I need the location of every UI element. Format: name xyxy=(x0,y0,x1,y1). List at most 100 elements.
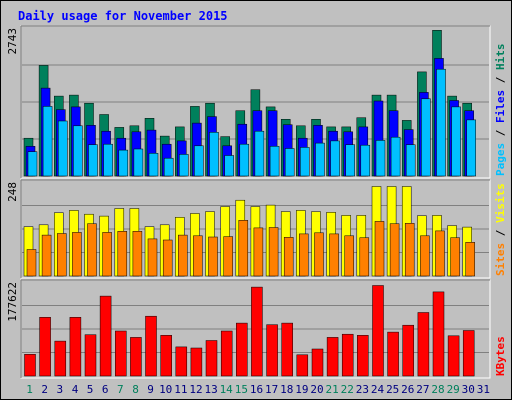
bar-kbytes-day-13 xyxy=(205,340,218,377)
bar-pages-day-24 xyxy=(375,140,386,177)
legend-hits: Hits xyxy=(494,44,507,71)
bar-pages-day-4 xyxy=(73,125,83,177)
day-label-23: 23 xyxy=(356,383,369,396)
bar-pages-day-14 xyxy=(224,155,234,177)
bar-kbytes-day-3 xyxy=(54,340,67,377)
bar-pages-day-26 xyxy=(405,144,416,177)
day-label-14: 14 xyxy=(220,383,234,396)
bar-kbytes-day-24 xyxy=(372,285,384,377)
day-label-28: 28 xyxy=(431,383,444,396)
bar-kbytes-day-10 xyxy=(160,335,172,377)
series-pages xyxy=(27,68,476,177)
bar-sites-day-19 xyxy=(299,233,309,277)
day-axis: 1 2 3 4 5 6 7 8 9 10 11 12 13 14 15 16 17 18 19 20 21 22 23 24 2… xyxy=(26,383,490,396)
bar-pages-day-2 xyxy=(42,106,53,177)
side-legend: Pages / Files / Hits xyxy=(494,44,507,177)
day-label-15: 15 xyxy=(235,383,248,396)
bar-pages-day-23 xyxy=(360,144,371,177)
bar-pages-day-11 xyxy=(179,154,189,177)
day-label-30: 30 xyxy=(462,383,475,396)
bar-kbytes-day-11 xyxy=(175,346,188,377)
bar-kbytes-day-30 xyxy=(462,330,475,377)
bar-kbytes-day-18 xyxy=(281,322,293,377)
side-legend: Sites / Visits xyxy=(494,183,507,276)
bar-kbytes-day-21 xyxy=(326,337,339,377)
bar-kbytes-day-28 xyxy=(432,291,445,377)
bar-kbytes-day-9 xyxy=(145,315,157,377)
bar-sites-day-21 xyxy=(329,233,339,277)
bar-kbytes-day-14 xyxy=(220,330,233,377)
day-label-19: 19 xyxy=(295,383,308,396)
bar-pages-day-13 xyxy=(209,132,219,177)
day-label-20: 20 xyxy=(310,383,323,396)
day-label-25: 25 xyxy=(386,383,399,396)
bar-pages-day-6 xyxy=(103,143,113,177)
side-legend: KBytes xyxy=(494,336,507,376)
bar-pages-day-21 xyxy=(330,140,340,177)
chart-panels: 2743 Pages / Files / Hits 248 Sites / Visit… xyxy=(6,25,507,379)
bar-pages-day-18 xyxy=(284,148,295,177)
bar-kbytes-day-8 xyxy=(130,337,142,377)
bar-pages-day-12 xyxy=(194,145,204,177)
bar-sites-day-13 xyxy=(208,236,218,277)
day-label-7: 7 xyxy=(117,383,124,396)
day-label-6: 6 xyxy=(102,383,109,396)
bar-pages-day-10 xyxy=(163,157,174,177)
y-max-label: 2743 xyxy=(6,28,19,55)
day-label-13: 13 xyxy=(204,383,217,396)
day-label-10: 10 xyxy=(159,383,172,396)
chart-title: Daily usage for November 2015 xyxy=(18,9,228,23)
series-kbytes xyxy=(24,285,475,377)
day-label-31: 31 xyxy=(477,383,490,396)
day-label-29: 29 xyxy=(447,383,460,396)
bar-sites-day-18 xyxy=(283,237,294,277)
y-max-label: 177622 xyxy=(6,282,19,322)
day-label-21: 21 xyxy=(325,383,338,396)
bar-sites-day-3 xyxy=(57,233,67,277)
bar-pages-day-1 xyxy=(27,151,38,177)
bar-pages-day-8 xyxy=(133,148,144,177)
bar-sites-day-23 xyxy=(359,237,370,277)
bar-kbytes-day-25 xyxy=(387,331,399,377)
bar-kbytes-day-1 xyxy=(24,354,36,377)
bar-kbytes-day-15 xyxy=(236,322,248,377)
bar-sites-day-7 xyxy=(117,231,128,277)
day-label-9: 9 xyxy=(147,383,154,396)
day-label-8: 8 xyxy=(132,383,139,396)
day-label-2: 2 xyxy=(41,383,48,396)
legend-separator: / xyxy=(494,123,507,143)
day-label-4: 4 xyxy=(72,383,79,396)
bar-sites-day-14 xyxy=(223,236,233,277)
day-label-26: 26 xyxy=(401,383,414,396)
bar-pages-day-20 xyxy=(315,142,325,177)
bar-sites-day-20 xyxy=(314,232,324,277)
legend-files: Files xyxy=(494,90,507,123)
day-label-3: 3 xyxy=(56,383,63,396)
legend-separator: / xyxy=(494,223,507,243)
bar-pages-day-28 xyxy=(436,68,446,177)
bar-sites-day-26 xyxy=(404,223,415,277)
bar-pages-day-30 xyxy=(466,119,476,177)
legend-separator: / xyxy=(494,70,507,90)
bar-sites-day-4 xyxy=(72,232,82,277)
bar-kbytes-day-5 xyxy=(84,334,97,377)
day-label-5: 5 xyxy=(87,383,94,396)
bar-kbytes-day-23 xyxy=(357,335,369,377)
bar-kbytes-day-12 xyxy=(190,347,203,377)
bar-kbytes-day-22 xyxy=(341,333,354,377)
bar-sites-day-16 xyxy=(253,227,264,277)
bar-kbytes-day-29 xyxy=(447,335,460,377)
bar-kbytes-day-19 xyxy=(296,354,309,377)
bar-sites-day-12 xyxy=(193,235,203,277)
bar-pages-day-27 xyxy=(421,98,431,177)
bar-kbytes-day-26 xyxy=(402,324,414,377)
bar-kbytes-day-7 xyxy=(115,330,127,377)
legend-pages: Pages xyxy=(494,143,507,176)
day-label-11: 11 xyxy=(174,383,187,396)
day-label-17: 17 xyxy=(265,383,278,396)
bar-pages-day-15 xyxy=(239,143,250,177)
bar-sites-day-1 xyxy=(26,249,37,277)
bar-pages-day-7 xyxy=(118,149,129,177)
day-label-18: 18 xyxy=(280,383,293,396)
